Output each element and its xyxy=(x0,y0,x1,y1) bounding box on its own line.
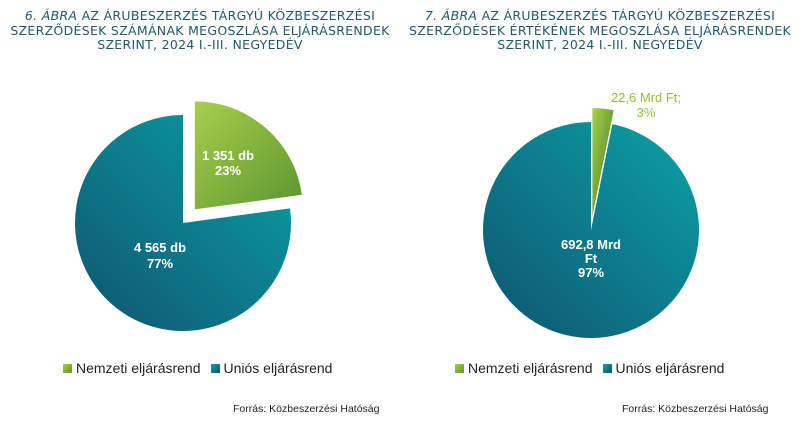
legend-item-unios: Uniós eljárásrend xyxy=(210,360,333,376)
chart-title-number: 6. ÁBRA xyxy=(24,8,78,23)
legend-label: Nemzeti eljárásrend xyxy=(76,360,201,376)
chart-title-line: SZERZŐDÉSEK SZÁMÁNAK MEGOSZLÁSA ELJÁRÁSR… xyxy=(10,22,390,38)
legend-item-nemzeti: Nemzeti eljárásrend xyxy=(63,360,201,376)
data-label-value: 1 351 db xyxy=(202,148,254,163)
chart-title-right: 7. ÁBRA AZ ÁRUBESZERZÉS TÁRGYÚ KÖZBESZER… xyxy=(400,8,800,53)
data-label-percent: 77% xyxy=(147,256,173,271)
data-label-value: 22,6 Mrd Ft; xyxy=(611,90,681,105)
data-label-percent: 3% xyxy=(637,105,656,120)
legend-label: Uniós eljárásrend xyxy=(615,360,725,376)
legend-swatch-unios xyxy=(210,363,220,373)
legend-left: Nemzeti eljárásrend Uniós eljárásrend xyxy=(63,360,342,376)
legend-label: Nemzeti eljárásrend xyxy=(468,360,593,376)
legend-right: Nemzeti eljárásrend Uniós eljárásrend xyxy=(455,360,734,376)
pie-slice-unios xyxy=(483,122,699,338)
chart-panel-left: 6. ÁBRA AZ ÁRUBESZERZÉS TÁRGYÚ KÖZBESZER… xyxy=(0,8,400,415)
data-label-value: 692,8 Mrd xyxy=(561,237,621,252)
pie-chart-value: 22,6 Mrd Ft; 3% 692,8 Mrd Ft 97% xyxy=(483,90,699,338)
data-label-value: Ft xyxy=(585,251,598,266)
pie-chart-count: 1 351 db 23% 4 565 db 77% xyxy=(75,101,302,331)
chart-title-line: AZ ÁRUBESZERZÉS TÁRGYÚ KÖZBESZERZÉSI xyxy=(81,8,376,23)
legend-item-unios: Uniós eljárásrend xyxy=(602,360,725,376)
legend-swatch-nemzeti xyxy=(455,363,464,373)
chart-title-line: SZERZŐDÉSEK ÉRTÉKÉNEK MEGOSZLÁSA ELJÁRÁS… xyxy=(409,22,791,38)
source-note: Forrás: Közbeszerzési Hatóság xyxy=(233,403,380,415)
legend-swatch-nemzeti xyxy=(63,363,72,373)
chart-title-left: 6. ÁBRA AZ ÁRUBESZERZÉS TÁRGYÚ KÖZBESZER… xyxy=(0,8,400,53)
legend-label: Uniós eljárásrend xyxy=(223,360,333,376)
chart-title-line: SZERINT, 2024 I.-III. NEGYEDÉV xyxy=(97,37,303,52)
legend-item-nemzeti: Nemzeti eljárásrend xyxy=(455,360,593,376)
data-label-percent: 97% xyxy=(578,265,604,280)
data-label-percent: 23% xyxy=(215,163,241,178)
pie-slice-unios xyxy=(75,115,291,331)
legend-swatch-unios xyxy=(602,363,612,373)
source-note: Forrás: Közbeszerzési Hatóság xyxy=(622,403,769,415)
pie-slice-nemzeti xyxy=(194,101,302,210)
chart-title-line: SZERINT, 2024 I.-III. NEGYEDÉV xyxy=(497,37,703,52)
chart-title-line: AZ ÁRUBESZERZÉS TÁRGYÚ KÖZBESZERZÉSI xyxy=(481,8,776,23)
chart-title-number: 7. ÁBRA xyxy=(424,8,478,23)
data-label-value: 4 565 db xyxy=(134,240,186,255)
pie-slice-nemzeti xyxy=(592,108,614,217)
chart-panel-right: 7. ÁBRA AZ ÁRUBESZERZÉS TÁRGYÚ KÖZBESZER… xyxy=(400,0,800,428)
